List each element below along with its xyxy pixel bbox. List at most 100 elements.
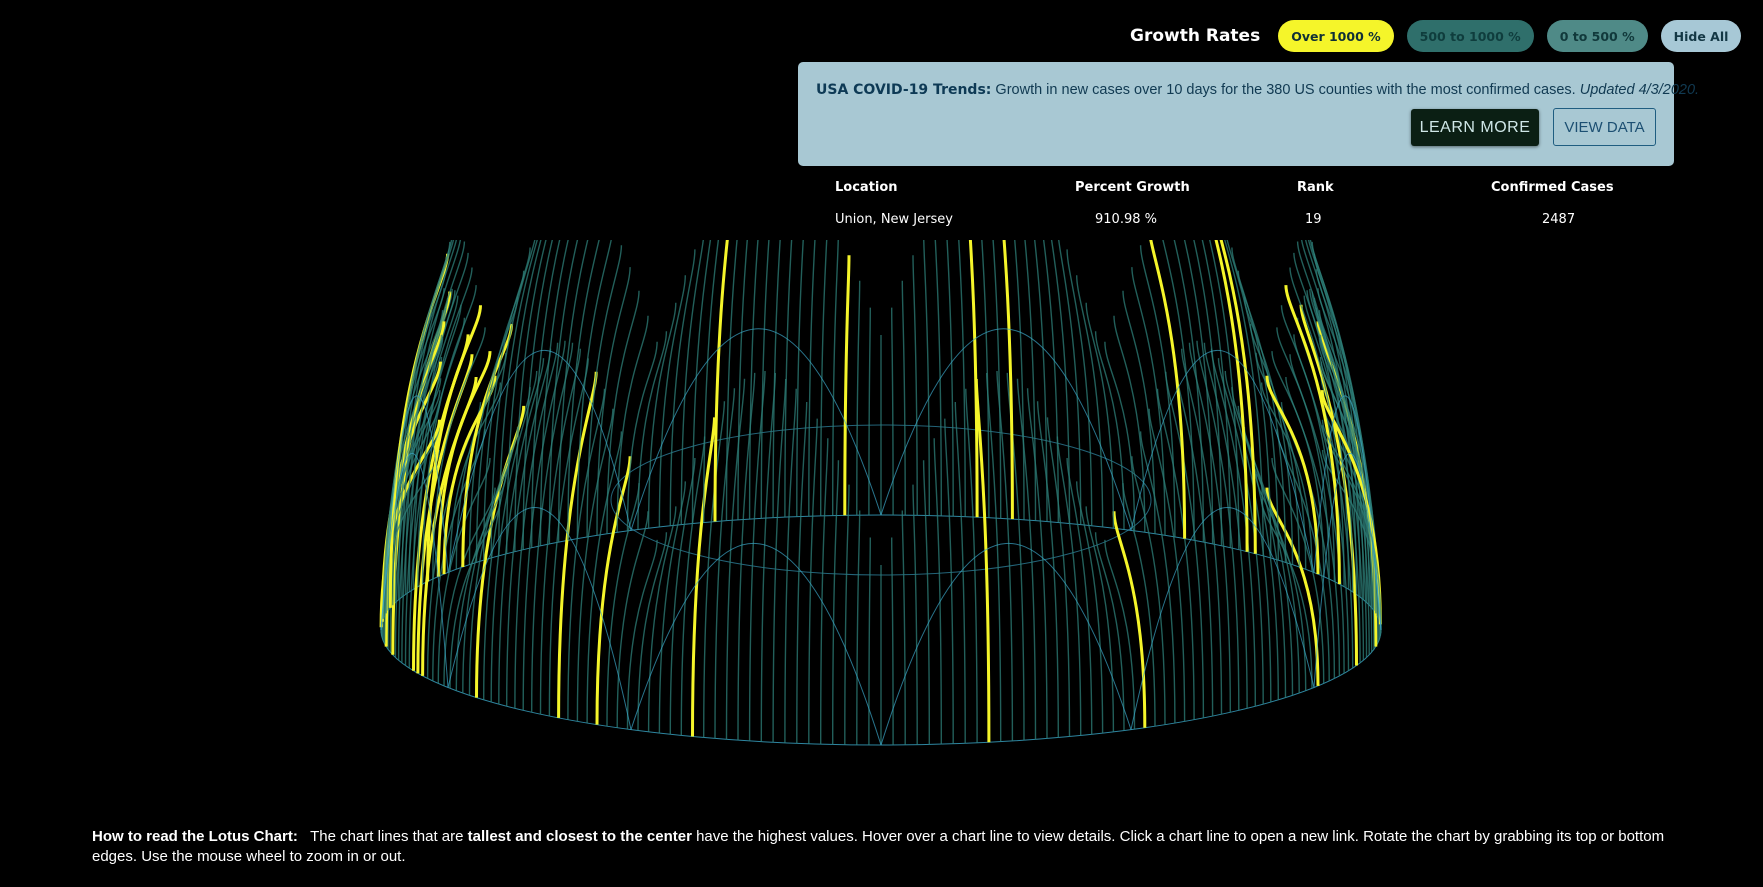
chart-line-highlight [416,354,474,674]
chart-line-highlight [1284,285,1341,585]
chart-line [1243,296,1294,565]
hide-all-button[interactable]: Hide All [1660,20,1742,52]
chart-line [539,240,569,546]
chart-line [891,307,894,516]
filter-over-1000-button[interactable]: Over 1000 % [1278,20,1394,52]
cell-rank: 19 [1305,212,1322,227]
chart-line [868,537,871,746]
chart-line [796,401,808,744]
filter-500-to-1000-button[interactable]: 500 to 1000 % [1406,20,1534,52]
chart-line-highlight [442,375,497,575]
chart-line [1271,351,1325,577]
chart-line [1321,419,1382,628]
chart-line [514,342,559,709]
chart-line [965,388,978,743]
view-data-button[interactable]: VIEW DATA [1553,108,1656,146]
chart-line [737,240,748,520]
chart-line [408,241,466,592]
chart-line [1139,245,1176,538]
chart-line [934,240,942,516]
petal-outline [630,328,882,531]
petal-outline [880,542,1132,746]
chart-line [1260,382,1313,572]
chart-line [1203,342,1248,709]
chart-line [483,387,531,700]
chart-line-highlight [968,240,979,518]
chart-line [912,255,918,516]
chart-line [923,240,930,516]
chart-line [748,240,759,520]
chart-line [1224,240,1264,556]
chart-line [844,484,850,745]
chart-line [1304,240,1361,598]
chart-line [981,240,990,518]
chart-line [401,240,458,598]
chart-line [1289,354,1345,674]
chart-line [1209,240,1240,550]
chart-line-highlight [1002,240,1014,520]
chart-line [531,240,561,548]
chart-line [1122,290,1156,534]
petal-outline [880,328,1132,531]
chart-line [784,240,793,518]
chart-line [1006,372,1025,741]
chart-line [1050,240,1071,524]
chart-line [455,474,507,691]
chart-line [856,280,861,516]
chart-line [1148,408,1186,722]
chart-line [703,240,720,523]
chart-line [1173,240,1205,543]
header-confirmed-cases: Confirmed Cases [1491,180,1614,195]
chart-line [992,240,1002,519]
chart-line [748,370,766,742]
chart-line [1183,240,1214,544]
chart-line [808,240,816,517]
petal-outline [1313,453,1382,688]
learn-more-button[interactable]: LEARN MORE [1411,109,1539,146]
chart-line [760,240,770,519]
chart-line [1113,315,1146,533]
chart-line [1066,457,1093,735]
chart-line [567,388,606,720]
petal-outline [447,507,632,730]
chart-line [737,372,756,741]
chart-line [404,240,462,595]
chart-line [498,240,538,556]
chart-line [1139,431,1176,724]
chart-line [901,510,906,745]
chart-line [1255,352,1307,570]
lotus-chart[interactable] [0,240,1763,820]
chart-line [1131,456,1166,725]
how-to-read: How to read the Lotus Chart: The chart l… [92,827,1692,867]
chart-line [784,388,797,743]
chart-line [680,240,705,525]
chart-line [647,302,677,529]
chart-line [1016,378,1037,740]
chart-line [490,240,536,559]
chart-line [421,285,477,585]
chart-line [626,341,658,531]
chart-line [820,438,829,745]
chart-line-highlight [1149,240,1187,539]
chart-line [868,307,871,516]
chart-line [586,431,623,724]
howto-part1: The chart lines that are [310,828,464,845]
chart-line [1122,483,1156,727]
info-updated: Updated 4/3/2020. [1579,82,1700,98]
chart-line [506,240,542,554]
chart-line [1076,481,1104,734]
chart-line [954,401,966,744]
chart-line [658,275,686,527]
chart-line [1066,249,1093,526]
chart-line [772,240,781,518]
chart-line [637,532,668,731]
chart-line [1226,240,1272,559]
chart-line [832,240,839,516]
chart-line [1104,539,1136,730]
chart-line-highlight [843,255,851,516]
chart-line [557,240,589,543]
header-percent-growth: Percent Growth [1075,180,1190,195]
chart-line [490,370,538,703]
filter-0-to-500-button[interactable]: 0 to 500 % [1546,20,1648,52]
chart-line [522,340,566,711]
